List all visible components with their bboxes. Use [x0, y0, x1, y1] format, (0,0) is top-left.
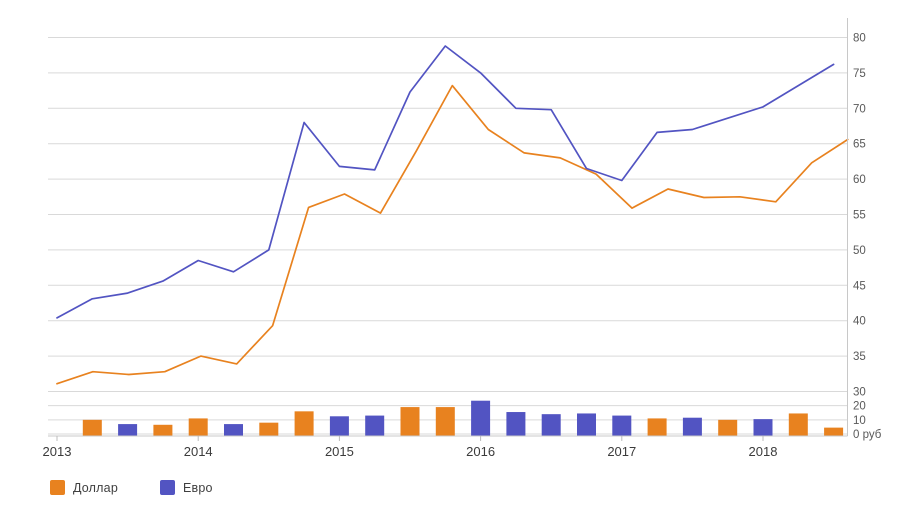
- bar-2017-Q4: [718, 419, 738, 436]
- dollar-legend-label: Доллар: [73, 480, 118, 495]
- line-euro: [56, 45, 835, 319]
- y-axis-label-0: 0 руб: [853, 429, 882, 441]
- bar-2016-Q3: [541, 414, 561, 436]
- y-axis-label-10: 10: [853, 415, 866, 427]
- bar-2014-Q2: [224, 424, 243, 436]
- dollar-legend-swatch: [50, 480, 65, 495]
- x-axis-label-2013: 2013: [43, 444, 72, 459]
- euro-legend-label: Евро: [182, 480, 213, 495]
- bar-2013-Q4: [153, 424, 173, 436]
- bar-2016-Q2: [506, 412, 526, 436]
- x-axis-label-2016: 2016: [466, 444, 495, 459]
- bar-2014-Q3: [259, 422, 279, 436]
- y-axis-label-80: 80: [853, 33, 866, 45]
- bar-2013-Q3: [118, 424, 138, 436]
- bar-2014-Q1: [188, 418, 208, 436]
- legend-item-euro: Евро: [159, 480, 213, 495]
- bar-2015-Q2: [365, 415, 385, 436]
- bar-2017-Q2: [647, 418, 667, 436]
- x-axis-label-2017: 2017: [607, 444, 636, 459]
- bar-2015-Q3: [400, 407, 420, 436]
- bar-2015-Q1: [329, 416, 349, 436]
- line-dollar: [56, 84, 849, 385]
- bar-2014-Q4: [294, 411, 314, 436]
- x-axis-label-2018: 2018: [749, 444, 778, 459]
- bar-2018-Q3: [824, 427, 844, 436]
- euro-legend-swatch: [159, 480, 175, 495]
- bar-2015-Q4: [435, 407, 455, 436]
- x-axis-label-2015: 2015: [325, 444, 354, 459]
- x-axis-label-2014: 2014: [184, 444, 213, 459]
- bar-2017-Q3: [682, 417, 702, 436]
- legend-item-dollar: Доллар: [50, 480, 118, 495]
- y-axis-label-30: 30: [853, 387, 866, 399]
- bar-2017-Q1: [612, 415, 632, 436]
- chart-legend: Доллар Евро: [50, 480, 255, 495]
- y-axis-label-50: 50: [853, 245, 866, 257]
- y-axis-label-65: 65: [853, 139, 866, 151]
- bar-2016-Q1: [471, 400, 491, 436]
- y-axis-label-60: 60: [853, 174, 866, 186]
- y-axis-label-55: 55: [853, 210, 866, 222]
- y-axis-label-75: 75: [853, 68, 866, 80]
- bar-2016-Q4: [577, 413, 596, 436]
- y-axis-label-20: 20: [853, 401, 866, 413]
- y-axis-label-40: 40: [853, 316, 866, 328]
- y-axis-label-35: 35: [853, 351, 866, 363]
- bar-2013-Q2: [82, 419, 102, 436]
- y-axis-label-45: 45: [853, 280, 866, 292]
- y-axis-label-70: 70: [853, 103, 866, 115]
- bar-2018-Q1: [753, 419, 773, 436]
- bar-2018-Q2: [788, 413, 808, 436]
